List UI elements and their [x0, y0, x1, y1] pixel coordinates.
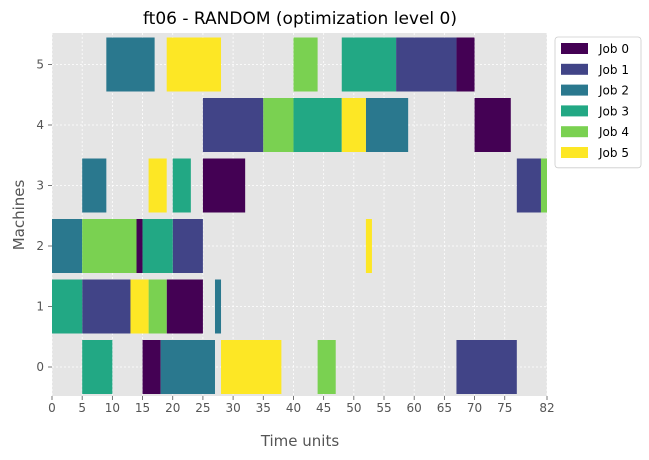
task-bar — [341, 37, 397, 92]
x-tick-label: 30 — [225, 401, 240, 415]
legend-label: Job 0 — [598, 42, 629, 56]
x-tick-label: 70 — [467, 401, 482, 415]
task-bar — [142, 340, 161, 394]
task-bar — [293, 37, 318, 92]
task-bar — [263, 98, 294, 152]
y-axis-ticks: 0 1 2 3 4 5 — [36, 58, 52, 374]
task-bar — [172, 219, 203, 273]
legend: Job 0 Job 1 Job 2 Job 3 Job 4 Job 5 — [554, 36, 642, 169]
x-tick-label: 55 — [376, 401, 391, 415]
task-bar — [365, 219, 372, 273]
task-bar — [52, 219, 83, 273]
x-tick-label: 50 — [346, 401, 361, 415]
chart-title: ft06 - RANDOM (optimization level 0) — [143, 9, 457, 29]
x-tick-label: 20 — [165, 401, 180, 415]
task-bar — [106, 37, 155, 92]
task-bar — [166, 279, 203, 334]
legend-swatch — [561, 84, 588, 96]
x-tick-label: 65 — [437, 401, 452, 415]
y-tick-label: 4 — [36, 118, 44, 132]
task-bar — [130, 279, 149, 334]
task-bar — [82, 340, 113, 394]
legend-label: Job 4 — [598, 125, 629, 139]
x-axis-ticks: 0 5 10 15 20 25 30 35 40 45 50 55 60 65 70 75 82 — [48, 396, 555, 415]
task-bar — [474, 98, 511, 152]
x-tick-label: 40 — [286, 401, 301, 415]
task-bar — [166, 37, 222, 92]
plot-area — [52, 33, 547, 396]
task-bar — [82, 219, 137, 273]
task-bar — [148, 158, 167, 213]
legend-label: Job 1 — [598, 63, 629, 77]
task-bar — [341, 98, 366, 152]
task-bar — [396, 37, 457, 92]
x-tick-label: 25 — [195, 401, 210, 415]
task-bar — [52, 279, 83, 334]
x-tick-label: 75 — [497, 401, 512, 415]
y-tick-label: 2 — [36, 239, 44, 253]
task-bar — [516, 158, 541, 213]
legend-swatch — [561, 126, 588, 138]
task-bar — [202, 158, 246, 213]
x-tick-label: 60 — [407, 401, 422, 415]
y-tick-label: 3 — [36, 179, 44, 193]
task-bar — [136, 219, 143, 273]
grid-lines — [51, 33, 548, 396]
task-bar — [456, 340, 517, 394]
x-tick-label: 35 — [256, 401, 271, 415]
legend-swatch — [561, 63, 588, 75]
x-tick-label: 10 — [105, 401, 120, 415]
y-axis-label: Machines — [10, 180, 28, 251]
y-tick-label: 0 — [36, 360, 44, 374]
task-bar — [142, 219, 173, 273]
task-bar — [456, 37, 475, 92]
task-bar — [221, 340, 282, 394]
task-bar — [317, 340, 336, 394]
legend-swatch — [561, 105, 588, 117]
task-bar — [365, 98, 409, 152]
x-tick-label: 45 — [316, 401, 331, 415]
y-tick-label: 5 — [36, 58, 44, 72]
legend-label: Job 2 — [598, 84, 629, 98]
legend-swatch — [561, 147, 588, 158]
task-bar — [148, 279, 167, 334]
legend-swatch — [561, 43, 588, 54]
legend-label: Job 5 — [598, 146, 629, 160]
task-bar — [540, 158, 547, 213]
task-bar — [82, 279, 131, 334]
task-bar — [214, 279, 222, 334]
task-bar — [172, 158, 191, 213]
y-tick-label: 1 — [36, 300, 44, 314]
x-tick-label: 0 — [48, 401, 56, 415]
task-bar — [160, 340, 215, 394]
x-tick-label: 82 — [539, 401, 554, 415]
task-bar — [202, 98, 264, 152]
x-tick-label: 5 — [78, 401, 86, 415]
task-bar — [82, 158, 107, 213]
task-bars — [52, 37, 547, 394]
legend-label: Job 3 — [598, 104, 629, 118]
x-axis-label: Time units — [260, 432, 340, 450]
x-tick-label: 15 — [135, 401, 150, 415]
task-bar — [293, 98, 342, 152]
